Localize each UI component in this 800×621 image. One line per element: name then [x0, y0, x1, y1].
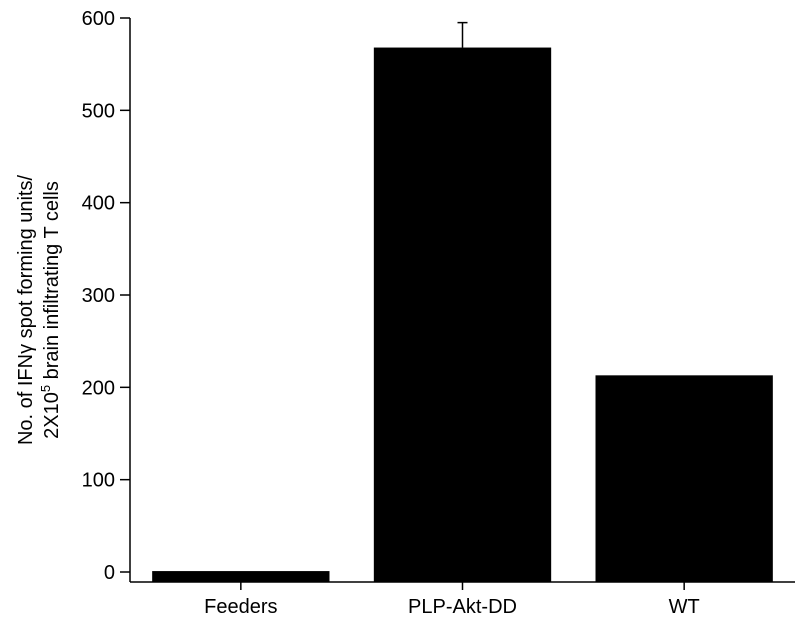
y-tick-label: 200 — [82, 377, 115, 399]
y-axis: 0 100 200 300 400 500 600 — [82, 8, 131, 584]
y-axis-title: No. of IFNγ spot forming units/ — [15, 175, 37, 446]
y-axis-title-line1: No. of IFNγ spot forming units/ — [15, 175, 37, 446]
y-tick-label: 600 — [82, 8, 115, 30]
error-bars — [457, 21, 468, 48]
bar-feeders — [152, 571, 330, 582]
x-axis: Feeders PLP-Akt-DD WT — [130, 581, 795, 618]
y-tick-label: 0 — [104, 562, 115, 584]
x-tick-label: Feeders — [204, 596, 277, 618]
bars — [152, 47, 773, 582]
x-tick-label: PLP-Akt-DD — [408, 596, 517, 618]
y-tick-label: 500 — [82, 100, 115, 122]
y-axis-title-line2-pre: 2X10 — [41, 392, 63, 439]
y-axis-title-line2-post: brain infiltrating T cells — [41, 181, 63, 385]
y-axis-title-line2-sup: 5 — [38, 385, 53, 392]
y-tick-label: 100 — [82, 470, 115, 492]
bar-plp-akt-dd — [373, 47, 552, 582]
bar-wt — [595, 375, 773, 582]
y-tick-label: 400 — [82, 193, 115, 215]
y-axis-title-line2: 2X105 brain infiltrating T cells — [38, 181, 63, 439]
x-tick-label: WT — [669, 596, 700, 618]
y-tick-label: 300 — [82, 285, 115, 307]
